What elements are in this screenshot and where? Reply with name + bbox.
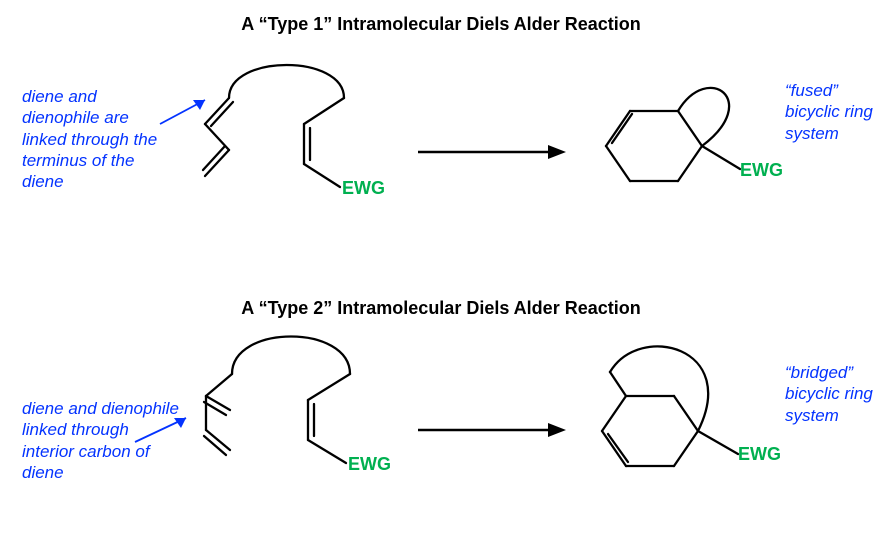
type1-reaction-arrow [418, 142, 568, 162]
type2-reactant [180, 332, 380, 512]
type2-product [570, 332, 780, 512]
type1-product [590, 56, 775, 226]
type1-product-ewg: EWG [740, 160, 783, 181]
type2-title: A “Type 2” Intramolecular Diels Alder Re… [0, 298, 882, 319]
type1-left-label: diene and dienophile are linked through … [22, 86, 172, 192]
type2-right-label: “bridged” bicyclic ring system [785, 362, 875, 426]
type2-product-ewg: EWG [738, 444, 781, 465]
type1-reactant-ewg: EWG [342, 178, 385, 199]
type1-reactant [192, 56, 377, 226]
type2-reactant-ewg: EWG [348, 454, 391, 475]
type1-right-label: “fused” bicyclic ring system [785, 80, 875, 144]
type1-title: A “Type 1” Intramolecular Diels Alder Re… [0, 14, 882, 35]
type2-reaction-arrow [418, 420, 568, 440]
